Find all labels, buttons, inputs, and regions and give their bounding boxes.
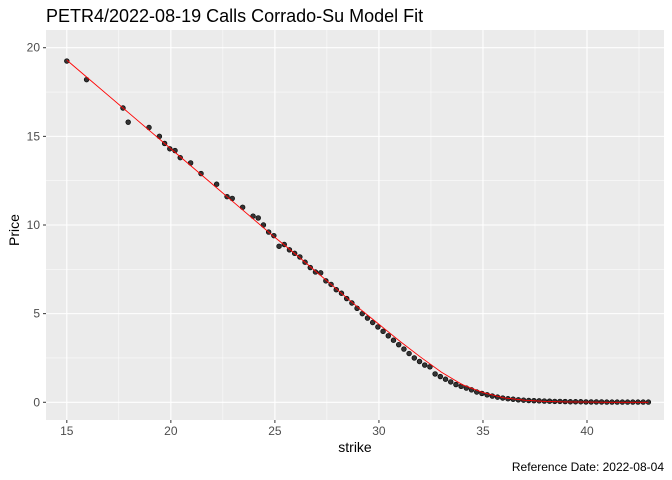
data-point <box>369 319 376 326</box>
data-point <box>442 376 449 382</box>
y-tick-label: 5 <box>33 307 40 321</box>
data-point <box>427 364 433 370</box>
points-layer <box>64 58 652 405</box>
data-point <box>375 324 381 330</box>
chart-title: PETR4/2022-08-19 Calls Corrado-Su Model … <box>46 6 423 26</box>
data-point <box>396 341 402 348</box>
data-point <box>448 379 454 385</box>
data-point <box>177 154 183 161</box>
data-point <box>307 264 313 271</box>
data-point <box>432 371 438 377</box>
fit-line-layer <box>66 59 649 403</box>
x-tick-label: 15 <box>60 424 74 438</box>
data-point <box>343 295 350 302</box>
data-point <box>297 254 303 260</box>
data-point <box>453 381 459 388</box>
data-point <box>213 181 220 187</box>
data-point <box>349 300 355 306</box>
data-point <box>271 232 277 239</box>
data-point <box>167 146 173 152</box>
data-point <box>380 328 386 335</box>
data-point <box>276 243 282 249</box>
data-point <box>333 287 339 293</box>
y-axis-title: Price <box>6 214 22 246</box>
data-point <box>390 337 397 343</box>
x-axis-title: strike <box>338 439 372 455</box>
data-point <box>312 269 319 275</box>
data-point <box>416 358 423 365</box>
data-point <box>64 58 70 64</box>
data-point <box>437 373 444 380</box>
model-fit-line <box>66 59 649 403</box>
x-tick-label: 40 <box>580 424 594 438</box>
y-tick-label: 20 <box>27 41 41 55</box>
x-tick-label: 25 <box>268 424 282 438</box>
x-tick-label: 20 <box>164 424 178 438</box>
data-point <box>255 215 261 221</box>
data-point <box>385 333 391 339</box>
y-axis: 0 5 10 15 20 <box>27 41 46 409</box>
data-point <box>198 170 204 177</box>
data-point <box>422 362 428 368</box>
x-axis: 15 20 25 30 35 40 <box>60 420 594 438</box>
data-point <box>364 315 371 321</box>
x-tick-label: 30 <box>372 424 386 438</box>
data-point <box>323 278 329 284</box>
reference-date-caption: Reference Date: 2022-08-04 <box>512 460 664 474</box>
data-point <box>406 350 412 357</box>
minor-gridlines <box>46 30 664 420</box>
data-point <box>125 119 131 125</box>
y-tick-label: 15 <box>27 129 41 143</box>
x-tick-label: 35 <box>476 424 490 438</box>
data-point <box>401 346 407 352</box>
y-tick-label: 0 <box>33 395 40 409</box>
y-tick-label: 10 <box>27 218 41 232</box>
data-point <box>411 355 417 361</box>
